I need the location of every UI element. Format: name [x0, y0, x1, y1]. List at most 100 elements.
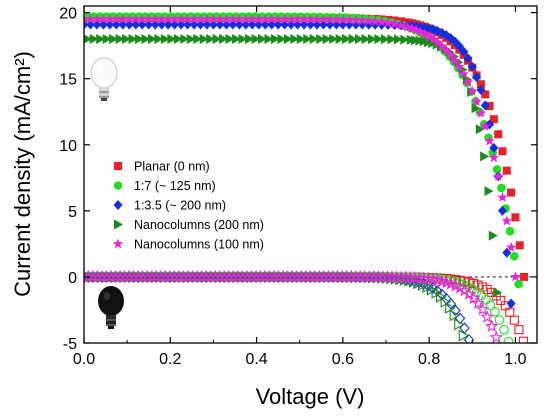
light-point — [395, 19, 407, 30]
light-point — [423, 31, 435, 41]
dark-point — [480, 309, 494, 323]
light-point — [376, 16, 387, 27]
dark-point — [514, 325, 524, 335]
y-tick-label: -5 — [63, 336, 77, 353]
dark-point — [403, 270, 417, 284]
light-point — [393, 34, 403, 45]
x-tick-label: 0.4 — [245, 351, 267, 368]
light-point — [318, 13, 329, 24]
light-point — [257, 34, 267, 45]
light-point — [471, 103, 481, 114]
dark-point — [503, 336, 514, 343]
light-point — [115, 34, 125, 45]
light-point — [264, 34, 274, 45]
light-point — [167, 34, 177, 45]
dark-point — [445, 298, 457, 310]
light-point — [380, 34, 390, 45]
light-point — [311, 13, 323, 24]
light-point — [506, 298, 516, 309]
light-point — [305, 13, 316, 24]
y-tick-label: 10 — [59, 138, 77, 155]
x-axis-title: Voltage (V) — [256, 384, 365, 409]
light-point — [102, 34, 112, 45]
light-point — [227, 13, 239, 24]
light-point — [428, 33, 439, 44]
x-tick-label: 0.2 — [159, 351, 181, 368]
light-point — [329, 34, 339, 45]
light-point — [475, 124, 485, 135]
light-point — [259, 13, 271, 24]
light-point — [374, 34, 384, 45]
light-point — [363, 15, 374, 26]
light-point — [128, 34, 138, 45]
light-point — [463, 53, 473, 64]
light-point — [514, 279, 523, 289]
light-point — [494, 130, 503, 139]
light-point — [501, 215, 513, 226]
light-point — [117, 13, 129, 24]
light-point — [247, 13, 258, 24]
light-point — [515, 241, 524, 250]
x-tick-label: 0.6 — [332, 351, 354, 368]
light-point — [309, 34, 319, 45]
dark-point — [484, 319, 499, 333]
light-point — [445, 49, 456, 60]
light-point — [402, 21, 413, 32]
light-point — [193, 34, 203, 45]
legend-label: 1:7 (~ 125 nm) — [134, 179, 216, 193]
series-5 — [84, 13, 521, 343]
light-point — [245, 34, 255, 45]
light-point — [154, 34, 164, 45]
dark-point — [489, 330, 503, 343]
light-point — [493, 287, 503, 298]
light-point — [488, 152, 500, 163]
light-point — [480, 100, 490, 111]
light-point — [208, 13, 219, 24]
light-point — [173, 34, 183, 45]
light-point — [505, 241, 517, 252]
light-point — [331, 14, 342, 25]
dark-point — [499, 324, 509, 335]
light-bulb-icon — [90, 57, 118, 101]
y-axis-title: Current density (mA/cm²) — [10, 51, 35, 297]
series-layer — [84, 12, 537, 343]
y-tick-label: 0 — [68, 270, 77, 287]
light-point — [162, 13, 174, 24]
light-point — [436, 40, 448, 51]
light-point — [285, 13, 297, 24]
legend: Planar (0 nm) 1:7 (~ 125 nm) 1:3.5 (~ 200 … — [112, 160, 264, 252]
light-point — [290, 34, 300, 45]
light-point — [471, 96, 482, 106]
legend-marker — [113, 181, 123, 190]
light-point — [502, 166, 511, 175]
light-point — [147, 34, 157, 45]
light-point — [387, 34, 397, 45]
x-tick-label: 0.8 — [418, 351, 440, 368]
light-point — [160, 34, 170, 45]
light-point — [507, 188, 516, 197]
y-tick-label: 15 — [59, 72, 77, 89]
light-point — [415, 26, 426, 37]
dark-point — [417, 271, 431, 285]
legend-marker — [114, 162, 122, 170]
light-point — [337, 14, 349, 25]
light-point — [303, 34, 313, 45]
light-point — [476, 80, 485, 89]
dark-point — [454, 318, 465, 331]
light-point — [355, 34, 365, 45]
legend-label: Planar (0 nm) — [134, 160, 210, 174]
light-point — [510, 271, 521, 282]
light-point — [324, 14, 336, 24]
light-point — [454, 41, 464, 52]
light-point — [322, 34, 332, 45]
light-point — [497, 183, 506, 193]
light-point — [122, 34, 132, 45]
light-point — [350, 14, 362, 25]
light-point — [492, 170, 504, 181]
light-point — [195, 13, 206, 24]
dark-point — [494, 315, 505, 325]
light-point — [498, 147, 507, 156]
light-point — [232, 34, 242, 45]
legend-label: Nanocolumns (200 nm) — [134, 218, 264, 232]
light-point — [124, 13, 135, 24]
